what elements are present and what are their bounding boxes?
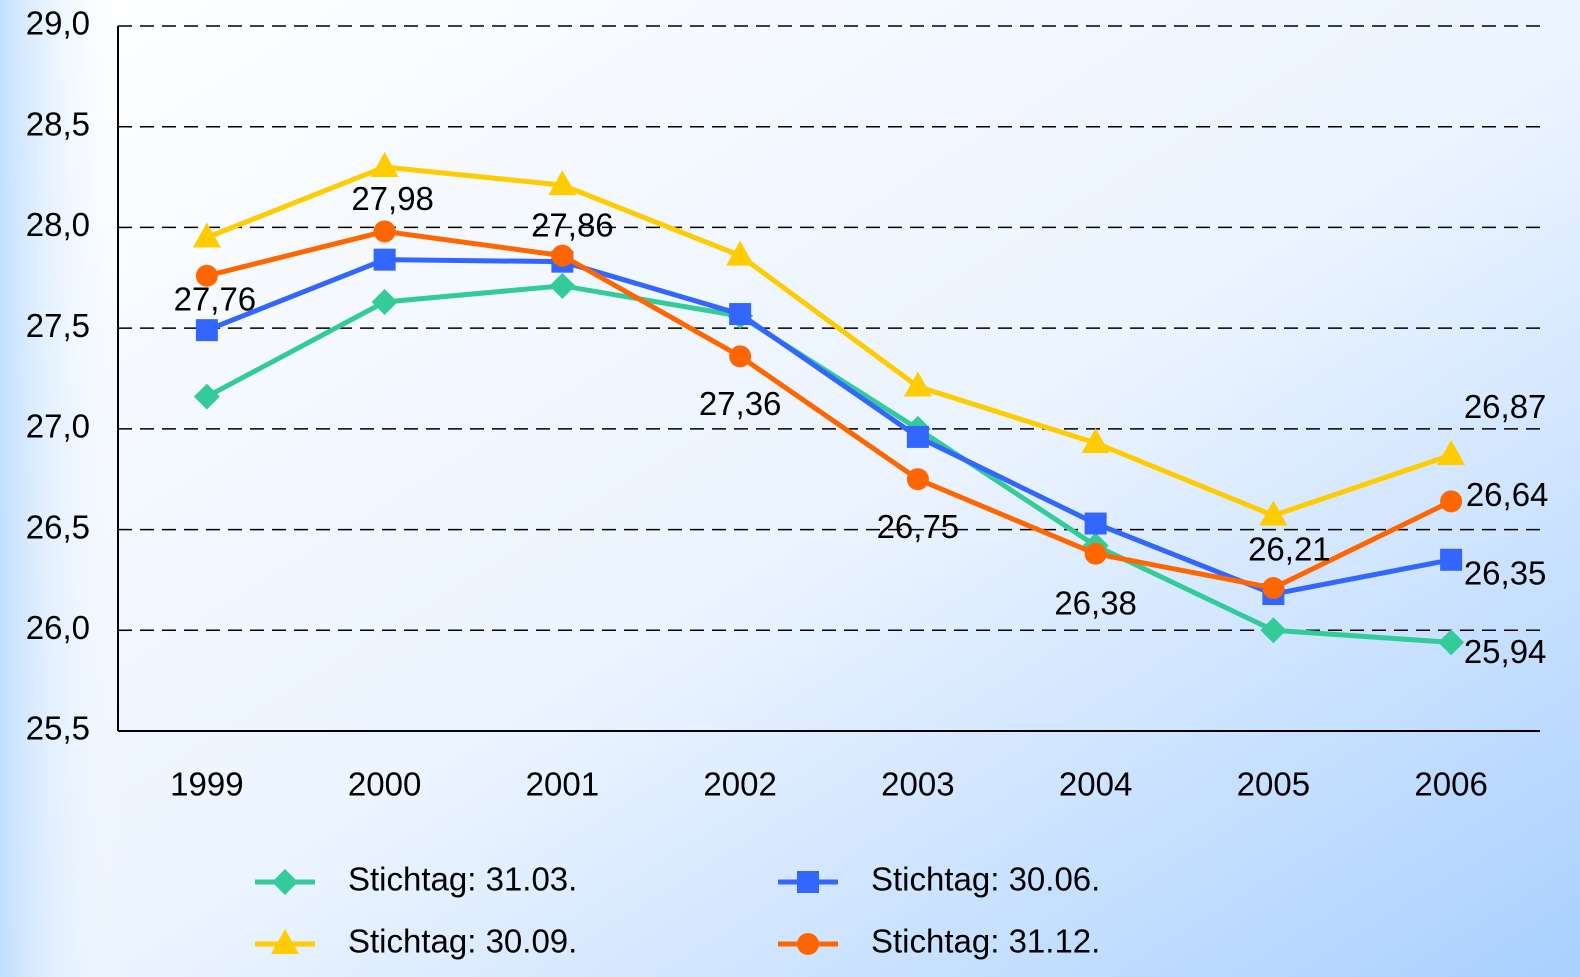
x-tick-label: 2004 (1059, 766, 1132, 803)
x-tick-label: 2005 (1237, 766, 1310, 803)
marker (271, 929, 299, 954)
x-tick-label: 2000 (348, 766, 421, 803)
data-label: 26,75 (877, 508, 960, 545)
y-tick-label: 28,5 (26, 105, 90, 142)
marker (906, 425, 929, 448)
marker (373, 220, 396, 243)
marker (1440, 548, 1463, 571)
data-label: 26,64 (1466, 476, 1549, 513)
legend-label: Stichtag: 31.03. (348, 861, 577, 898)
marker (272, 869, 298, 895)
series (192, 152, 1466, 526)
marker (729, 303, 752, 326)
marker (370, 152, 399, 177)
data-label: 27,76 (174, 280, 257, 317)
data-label: 26,38 (1054, 584, 1137, 621)
data-label: 26,21 (1248, 531, 1331, 568)
marker (1437, 440, 1466, 466)
marker (373, 248, 396, 271)
legend-label: Stichtag: 30.06. (871, 861, 1100, 898)
marker (548, 170, 577, 196)
marker (195, 264, 218, 287)
marker (371, 288, 398, 315)
marker (1084, 512, 1107, 535)
y-tick-label: 25,5 (26, 710, 90, 747)
marker (1081, 427, 1110, 453)
marker (797, 933, 819, 955)
marker (1260, 617, 1287, 644)
x-tick-label: 2001 (526, 766, 599, 803)
y-tick-label: 27,0 (26, 408, 90, 445)
data-label: 26,35 (1464, 555, 1547, 592)
marker (551, 244, 574, 267)
marker (549, 272, 576, 299)
series (195, 220, 1463, 599)
data-label: 25,94 (1464, 633, 1547, 670)
marker (797, 871, 819, 893)
marker (1262, 576, 1285, 599)
marker (1438, 629, 1465, 656)
legend-item: Stichtag: 30.09. (255, 923, 577, 960)
legend-label: Stichtag: 31.12. (871, 923, 1100, 960)
marker (903, 371, 932, 397)
y-tick-label: 26,0 (26, 609, 90, 646)
marker (195, 319, 218, 342)
y-tick-label: 27,5 (26, 307, 90, 344)
marker (729, 345, 752, 368)
legend-item: Stichtag: 31.12. (778, 923, 1100, 960)
x-tick-label: 1999 (170, 766, 243, 803)
legend-label: Stichtag: 30.09. (348, 923, 577, 960)
series-line (206, 228, 1453, 591)
x-tick-label: 2002 (703, 766, 776, 803)
data-label: 26,87 (1464, 388, 1547, 425)
marker (193, 383, 220, 410)
marker (192, 222, 221, 248)
series-line (205, 164, 1452, 519)
data-label: 27,36 (699, 385, 782, 422)
marker (1440, 490, 1463, 513)
marker (726, 240, 755, 266)
data-label: 27,86 (531, 206, 614, 243)
data-label: 27,98 (351, 180, 434, 217)
marker (906, 468, 929, 491)
y-tick-label: 26,5 (26, 508, 90, 545)
x-tick-label: 2003 (881, 766, 954, 803)
y-tick-label: 29,0 (26, 5, 90, 42)
x-tick-label: 2006 (1414, 766, 1487, 803)
legend-item: Stichtag: 31.03. (255, 861, 577, 898)
marker (1259, 500, 1288, 526)
marker (1084, 542, 1107, 565)
legend-item: Stichtag: 30.06. (778, 861, 1100, 898)
y-tick-label: 28,0 (26, 206, 90, 243)
